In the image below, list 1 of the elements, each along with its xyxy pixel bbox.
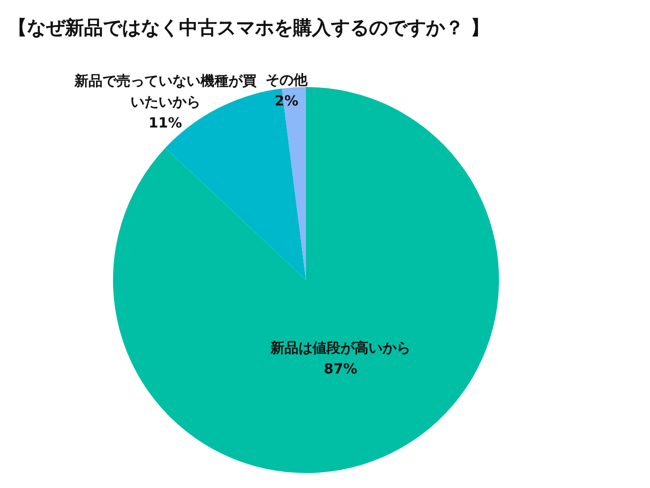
- title: 【なぜ新品ではなく中古スマホを購入するのですか？ 】: [8, 17, 490, 39]
